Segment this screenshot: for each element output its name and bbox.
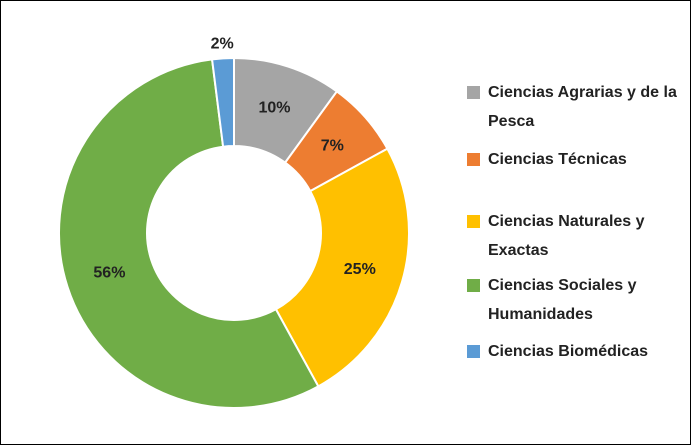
- legend-item: Ciencias Agrarias y de la Pesca: [467, 78, 683, 136]
- legend-label: Ciencias Biomédicas: [488, 343, 649, 360]
- legend-swatch: [467, 86, 480, 99]
- legend-label: Ciencias Naturales y Exactas: [488, 213, 645, 259]
- legend-item: Ciencias Sociales y Humanidades: [467, 271, 683, 329]
- legend-swatch: [467, 345, 480, 358]
- data-label: 10%: [258, 100, 290, 117]
- data-label: 56%: [93, 265, 125, 282]
- legend-swatch: [467, 215, 480, 228]
- donut-slice: [210, 56, 235, 148]
- legend-label: Ciencias Técnicas: [488, 151, 627, 168]
- legend-item: Ciencias Biomédicas: [467, 337, 683, 366]
- donut-slice: [274, 147, 410, 388]
- data-label: 25%: [344, 261, 376, 278]
- legend-label: Ciencias Sociales y Humanidades: [488, 277, 637, 323]
- legend-item: Ciencias Técnicas: [467, 145, 683, 174]
- donut-slice: [58, 58, 320, 409]
- legend-swatch: [467, 153, 480, 166]
- legend-label: Ciencias Agrarias y de la Pesca: [488, 84, 677, 130]
- legend-item: Ciencias Naturales y Exactas: [467, 207, 683, 265]
- data-label: 7%: [321, 138, 344, 155]
- legend-swatch: [467, 279, 480, 292]
- data-label: 2%: [211, 36, 234, 53]
